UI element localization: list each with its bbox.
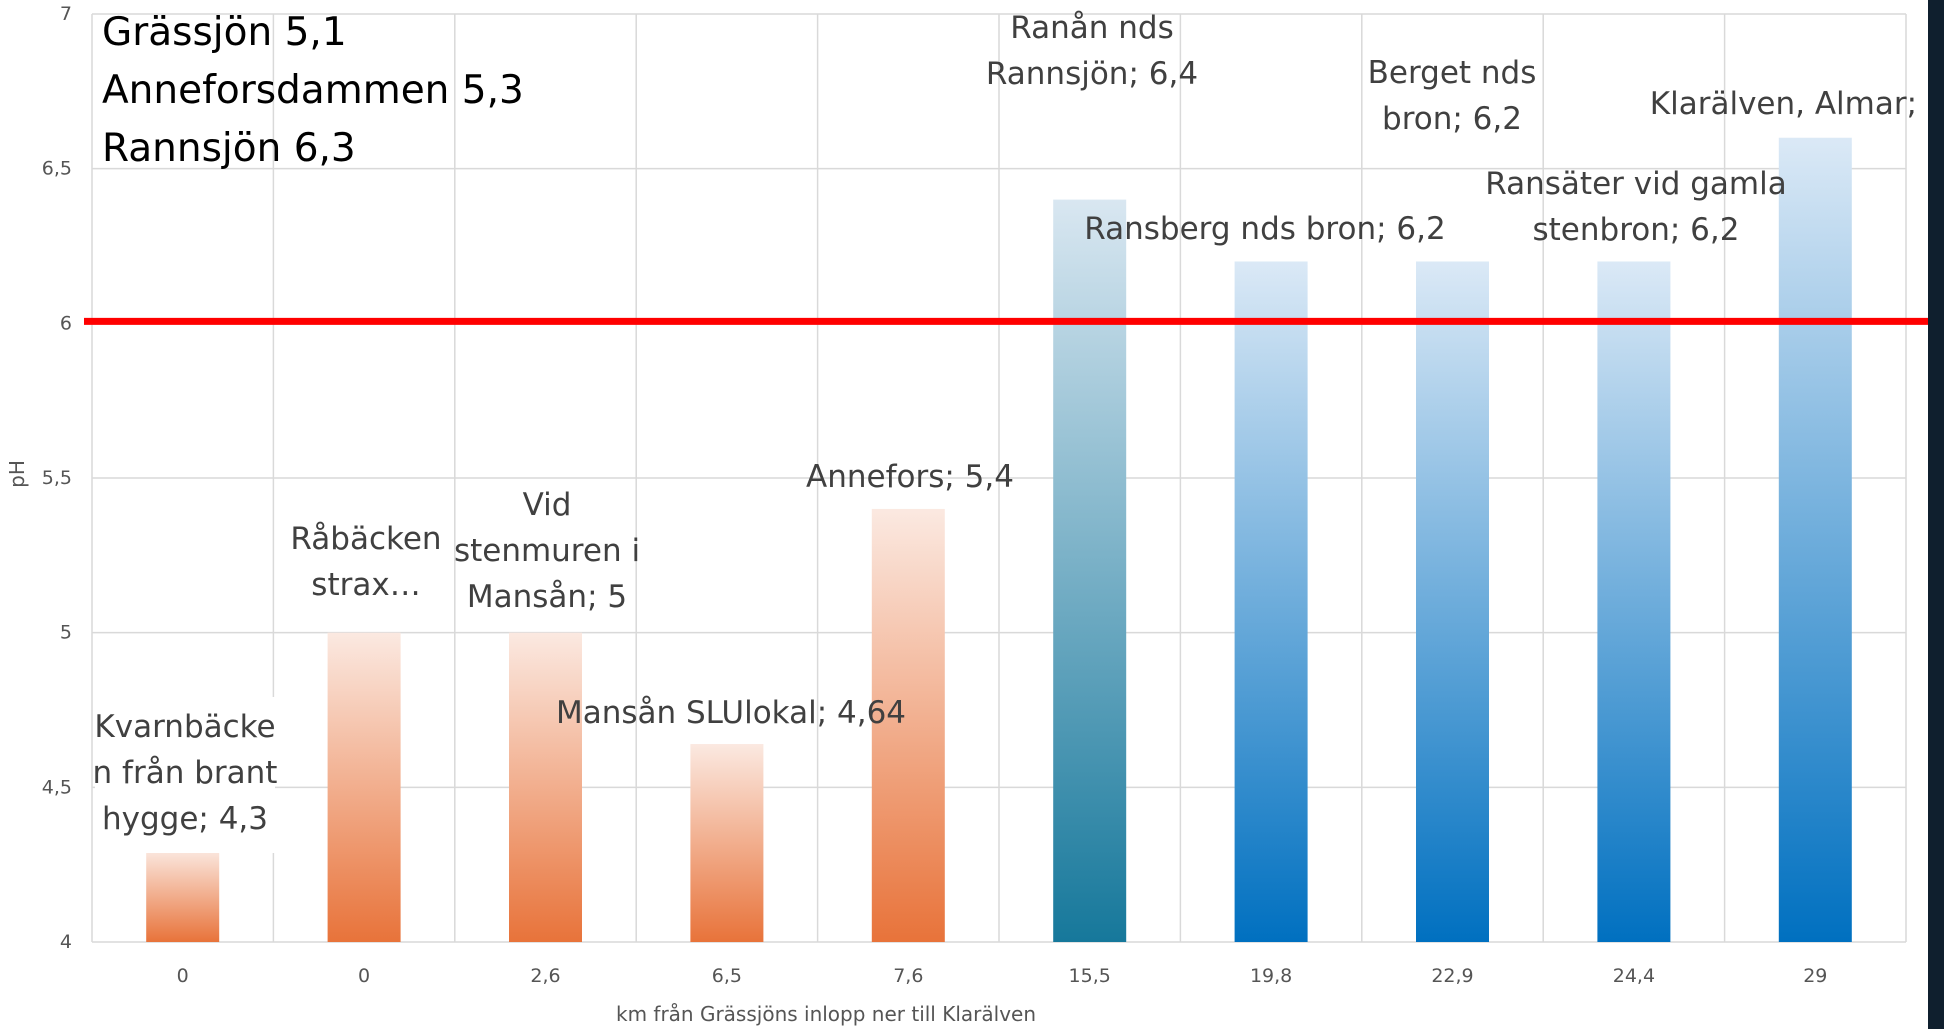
data-label-7: bron; 6,2 [1382,101,1522,137]
data-label-2: Mansån; 5 [467,579,627,615]
bar-9 [1778,137,1852,942]
lake-note-anneforsdammen: Anneforsdammen 5,3 [102,68,524,113]
bars [146,137,1852,943]
bar-3 [690,744,764,942]
y-tick-label: 6 [60,312,72,334]
x-tick-label: 7,6 [893,965,923,987]
data-label-0: n från brant [93,755,278,791]
data-label-9: Klarälven, Almar; 6,6 [1650,86,1944,122]
data-label-6: Ransberg nds bron; 6,2 [1084,211,1445,247]
x-tick-label: 24,4 [1613,965,1655,987]
data-labels: Kvarnbäcke n från brant hygge; 4,3 Råbäcken… [93,10,1944,853]
x-tick-label: 6,5 [712,965,742,987]
x-tick-label: 29 [1803,965,1827,987]
bar-2 [509,632,582,942]
bar-4 [871,508,945,942]
y-tick-label: 7 [60,3,72,25]
bar-8 [1597,261,1671,942]
x-axis-title: km från Grässjöns inlopp ner till Klaräl… [616,1002,1036,1026]
x-tick-label: 2,6 [530,965,560,987]
data-label-0: hygge; 4,3 [102,801,268,837]
data-label-0: Kvarnbäcke [94,709,275,745]
data-label-4: Annefors; 5,4 [806,459,1014,495]
y-tick-label: 4,5 [42,776,72,798]
axis-titles: pH km från Grässjöns inlopp ner till Kla… [5,460,1036,1026]
lake-note-rannsjon: Rannsjön 6,3 [102,126,356,171]
data-label-1: strax… [311,567,420,603]
data-label-7: Berget nds [1368,55,1537,91]
bar-0 [146,849,220,942]
y-axis-title: pH [5,460,29,488]
slide-edge-strip [1928,0,1944,1029]
y-tick-label: 5,5 [42,467,72,489]
data-label-background [95,697,275,853]
lake-notes: Grässjön 5,1 Anneforsdammen 5,3 Rannsjön… [102,10,524,171]
y-tick-label: 4 [60,931,72,953]
data-label-5: Ranån nds [1010,10,1173,46]
x-tick-label: 19,8 [1250,965,1292,987]
data-label-8: stenbron; 6,2 [1533,212,1740,248]
bar-1 [327,632,401,942]
x-tick-label: 0 [358,965,370,987]
x-tick-label: 15,5 [1069,965,1111,987]
data-label-2: Vid [523,487,572,523]
axis-ticks: 4 4,5 5 5,5 6 6,5 7 0 0 2,6 6,5 7,6 15,5 19,8 22,9 24,4… [42,3,1828,987]
bar-6 [1234,261,1308,942]
data-label-5: Rannsjön; 6,4 [986,56,1198,92]
y-tick-label: 6,5 [42,158,72,180]
data-label-1: Råbäcken [290,521,441,557]
data-label-2: stenmuren i [454,533,640,569]
x-tick-label: 22,9 [1431,965,1473,987]
data-label-3: Mansån SLUlokal; 4,64 [556,695,906,731]
data-label-8: Ransäter vid gamla [1485,166,1786,202]
x-tick-label: 0 [177,965,189,987]
bar-7 [1416,261,1489,942]
lake-note-grassjon: Grässjön 5,1 [102,10,347,55]
bar-5 [1053,199,1127,943]
y-tick-label: 5 [60,622,72,644]
